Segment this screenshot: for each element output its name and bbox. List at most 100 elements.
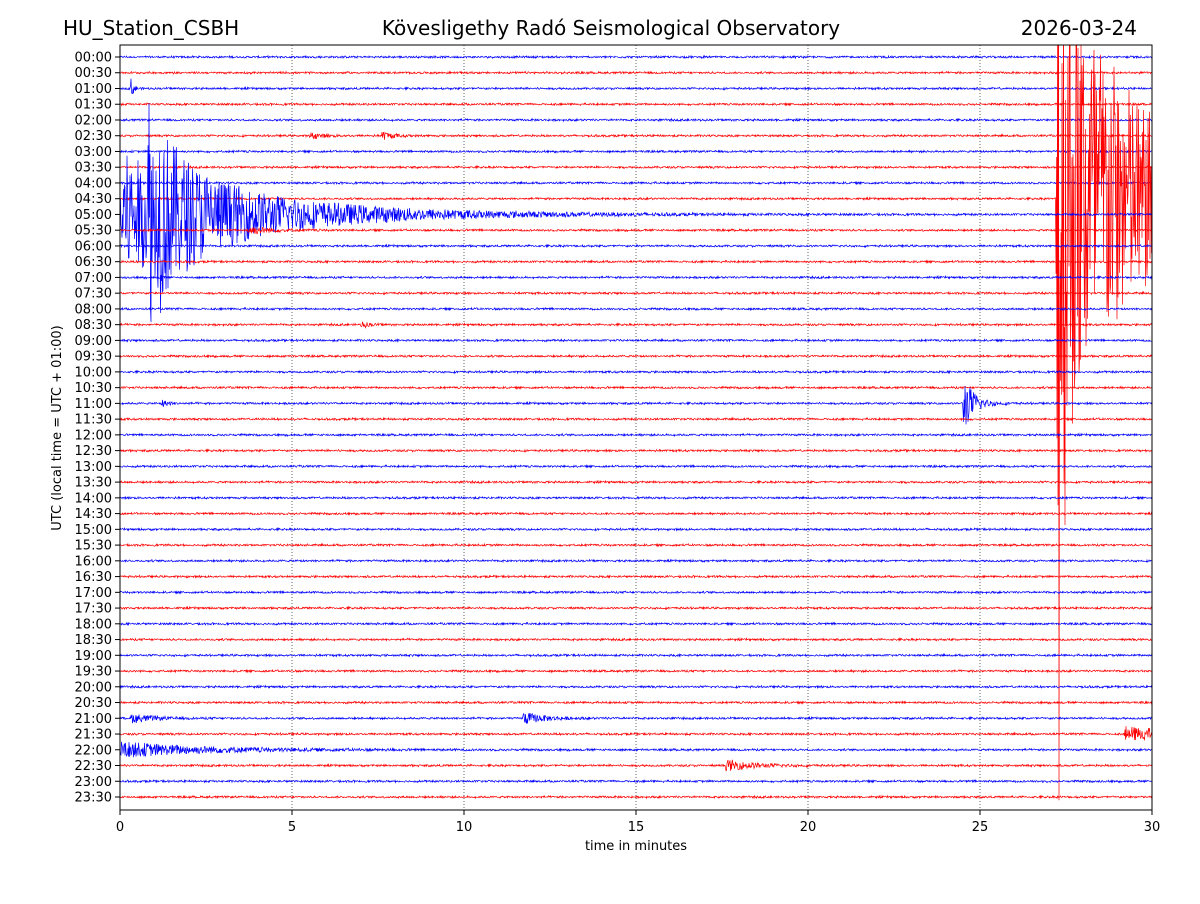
trace-1830 (120, 637, 1152, 642)
y-tick-label: 08:00 (75, 302, 112, 317)
date-title: 2026-03-24 (1021, 16, 1137, 40)
y-tick-label: 21:00 (75, 712, 112, 727)
trace-2000 (120, 684, 1152, 690)
y-tick-label: 08:30 (75, 318, 112, 333)
y-tick-label: 16:00 (75, 554, 112, 569)
y-tick-label: 18:30 (75, 633, 112, 648)
y-tick-label: 01:00 (75, 82, 112, 97)
y-tick-label: 22:00 (75, 743, 112, 758)
trace-1030 (120, 385, 1152, 391)
y-tick-label: 12:30 (75, 444, 112, 459)
trace-1600 (120, 558, 1152, 564)
trace-0130 (120, 101, 1152, 107)
y-tick-label: 02:00 (75, 113, 112, 128)
trace-0600 (120, 243, 1152, 249)
x-tick-label: 20 (800, 820, 817, 835)
trace-1400 (120, 495, 1152, 501)
trace-0300 (120, 149, 1152, 154)
y-tick-label: 11:30 (75, 413, 112, 428)
x-tick-label: 10 (456, 820, 473, 835)
trace-2330 (120, 794, 1152, 800)
y-tick-label: 03:30 (75, 161, 112, 176)
y-tick-label: 11:00 (75, 397, 112, 412)
y-tick-label: 22:30 (75, 759, 112, 774)
trace-1230 (120, 448, 1152, 454)
observatory-title: Kövesligethy Radó Seismological Observat… (382, 16, 840, 40)
y-tick-label: 07:30 (75, 287, 112, 302)
x-tick-label: 25 (972, 820, 989, 835)
y-tick-label: 04:30 (75, 192, 112, 207)
trace-1330 (120, 479, 1152, 485)
y-tick-label: 20:00 (75, 680, 112, 695)
y-tick-label: 10:30 (75, 381, 112, 396)
y-tick-label: 20:30 (75, 696, 112, 711)
y-tick-label: 03:00 (75, 145, 112, 160)
y-tick-label: 06:00 (75, 239, 112, 254)
trace-0030 (120, 70, 1152, 76)
x-tick-label: 5 (288, 820, 296, 835)
trace-0500 (120, 103, 1152, 323)
trace-1800 (120, 621, 1152, 627)
trace-1130 (120, 416, 1152, 422)
y-tick-label: 15:30 (75, 539, 112, 554)
y-tick-label: 07:00 (75, 271, 112, 286)
trace-0900 (120, 337, 1152, 343)
trace-1430 (120, 511, 1152, 517)
y-tick-label: 15:00 (75, 523, 112, 538)
y-tick-label: 05:00 (75, 208, 112, 223)
x-axis: 0 5 10 15 20 25 30 (116, 810, 1160, 835)
y-tick-label: 00:30 (75, 66, 112, 81)
traces (120, 45, 1152, 801)
trace-2200 (120, 741, 1152, 758)
y-tick-label: 12:00 (75, 428, 112, 443)
x-tick-label: 15 (628, 820, 645, 835)
trace-1300 (120, 463, 1152, 469)
trace-2130 (120, 726, 1152, 741)
y-tick-label: 04:00 (75, 176, 112, 191)
y-tick-label: 09:00 (75, 334, 112, 349)
trace-1900 (120, 652, 1152, 658)
trace-0630 (120, 259, 1152, 265)
trace-0000 (120, 54, 1152, 60)
trace-1700 (120, 589, 1152, 595)
trace-2100 (120, 713, 1152, 724)
trace-2030 (120, 700, 1152, 706)
y-tick-label: 02:30 (75, 129, 112, 144)
y-tick-label: 21:30 (75, 728, 112, 743)
y-tick-label: 23:00 (75, 775, 112, 790)
grid-lines (291, 45, 981, 810)
y-axis-label: UTC (local time = UTC + 01:00) (50, 325, 65, 530)
y-tick-label: 16:30 (75, 570, 112, 585)
trace-2300 (120, 778, 1152, 784)
y-tick-label: 23:30 (75, 791, 112, 806)
y-tick-label: 00:00 (75, 51, 112, 66)
x-axis-label: time in minutes (585, 839, 687, 854)
trace-1730 (120, 605, 1152, 611)
trace-0400 (120, 180, 1152, 186)
y-axis: 00:0000:3001:0001:3002:0002:3003:0003:30… (75, 51, 120, 806)
trace-0530 (120, 227, 1152, 235)
trace-0430 (120, 45, 1152, 801)
trace-2230 (120, 759, 1152, 772)
x-tick-label: 30 (1144, 820, 1161, 835)
trace-0200 (120, 117, 1152, 123)
y-tick-label: 18:00 (75, 617, 112, 632)
trace-1530 (120, 542, 1152, 548)
y-tick-label: 01:30 (75, 98, 112, 113)
y-tick-label: 17:30 (75, 602, 112, 617)
trace-1200 (120, 432, 1152, 438)
y-tick-label: 14:30 (75, 507, 112, 522)
trace-0700 (120, 274, 1152, 280)
trace-1500 (120, 526, 1152, 532)
trace-0230 (120, 131, 1152, 140)
trace-0730 (120, 290, 1152, 296)
y-tick-label: 13:30 (75, 476, 112, 491)
y-tick-label: 05:30 (75, 224, 112, 239)
y-tick-label: 10:00 (75, 365, 112, 380)
station-title: HU_Station_CSBH (63, 16, 239, 40)
y-tick-label: 06:30 (75, 255, 112, 270)
trace-0800 (120, 306, 1152, 312)
trace-1100 (120, 386, 1152, 425)
trace-0930 (120, 353, 1152, 359)
